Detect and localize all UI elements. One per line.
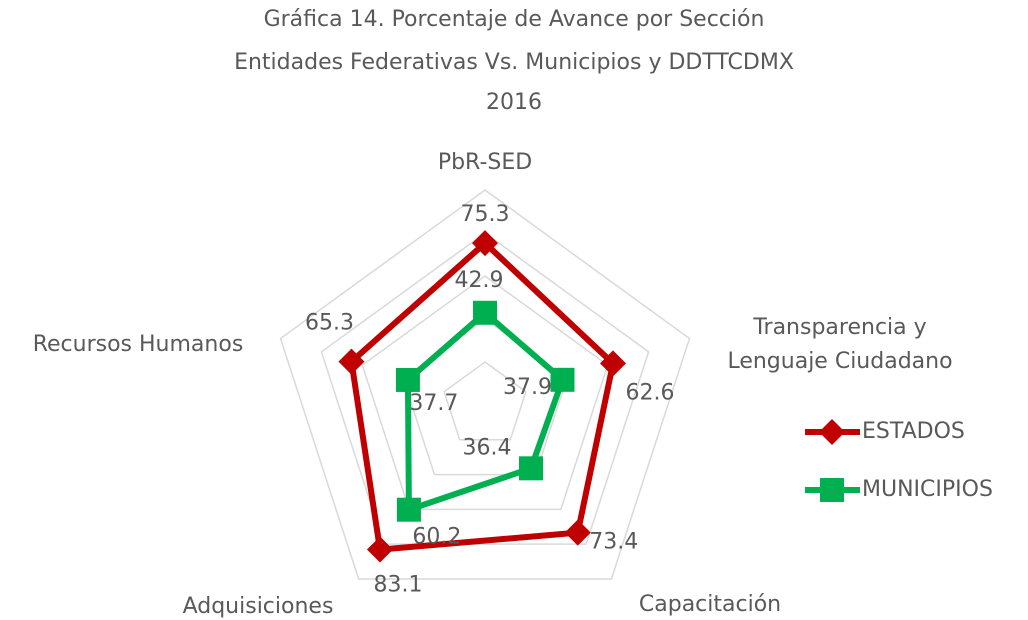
marker <box>472 230 498 257</box>
series-line <box>404 309 566 513</box>
legend-marker <box>819 419 845 445</box>
marker <box>396 497 421 522</box>
data-label: 75.3 <box>461 202 510 227</box>
marker <box>338 348 365 375</box>
grid-ring <box>443 361 527 441</box>
grid-ring <box>361 275 609 511</box>
legend-label: MUNICIPIOS <box>862 477 993 502</box>
marker <box>395 367 420 392</box>
data-label: 42.9 <box>455 268 504 293</box>
grid-ring <box>279 189 691 580</box>
marker <box>564 519 591 546</box>
legend-label: ESTADOS <box>862 419 965 444</box>
marker <box>600 350 627 377</box>
data-label: 37.9 <box>503 375 552 400</box>
data-label: 73.4 <box>589 530 638 555</box>
grid-ring <box>320 232 650 545</box>
category-label: Lenguaje Ciudadano <box>727 349 952 374</box>
data-label: 62.6 <box>626 380 675 405</box>
category-label: Adquisiciones <box>183 594 334 619</box>
marker <box>550 367 575 392</box>
chart-title: 2016 <box>486 90 542 115</box>
legend-marker <box>820 478 844 502</box>
marker <box>519 456 544 481</box>
data-label: 83.1 <box>373 573 422 598</box>
chart-title: Entidades Federativas Vs. Municipios y D… <box>234 50 794 75</box>
category-label: PbR-SED <box>438 150 532 175</box>
data-label: 36.4 <box>463 435 512 460</box>
series-line <box>348 240 617 553</box>
data-label: 60.2 <box>412 525 461 550</box>
category-label: Capacitación <box>639 592 781 617</box>
marker <box>473 300 497 325</box>
chart-title: Gráfica 14. Porcentaje de Avance por Sec… <box>264 7 765 32</box>
marker <box>366 536 393 563</box>
data-label: 37.7 <box>409 391 458 416</box>
category-label: Transparencia y <box>752 315 926 340</box>
category-label: Recursos Humanos <box>33 332 244 357</box>
data-label: 65.3 <box>305 311 354 336</box>
